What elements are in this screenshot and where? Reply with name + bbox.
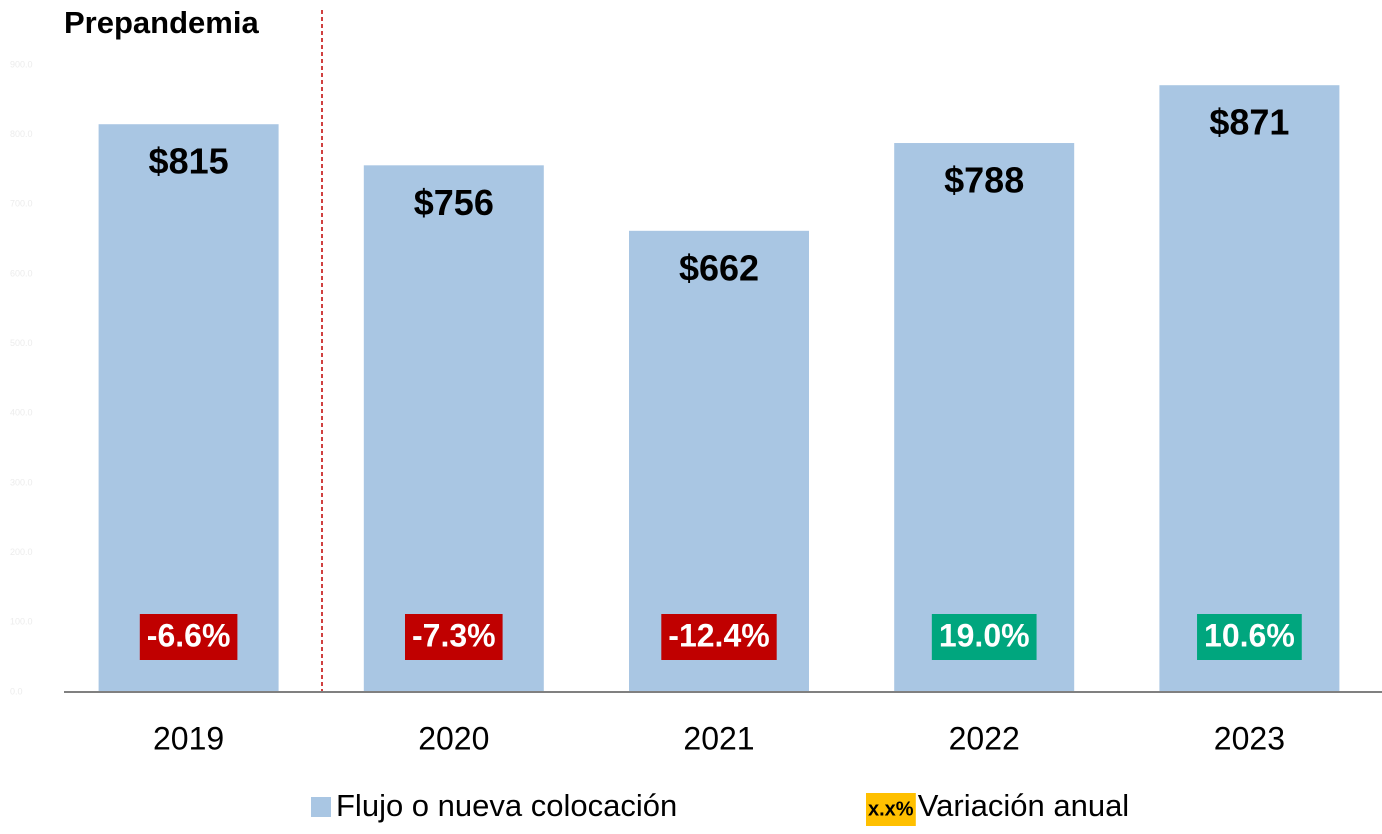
y-tick-label: 900.0	[10, 59, 33, 69]
x-tick-label: 2023	[1214, 720, 1285, 756]
bar	[363, 165, 544, 692]
variation-box	[405, 614, 503, 660]
variation-label: 10.6%	[1204, 617, 1295, 653]
bar	[1159, 85, 1340, 693]
value-label: $662	[679, 247, 759, 288]
y-tick-label: 500.0	[10, 338, 33, 348]
variation-box	[1197, 614, 1302, 660]
variation-label: -6.6%	[147, 617, 231, 653]
x-tick-label: 2022	[949, 720, 1020, 756]
legend-swatch	[311, 797, 331, 817]
legend-label: Variación anual	[918, 788, 1129, 823]
variation-label: 19.0%	[939, 617, 1030, 653]
y-tick-label: 400.0	[10, 408, 33, 418]
variation-label: -12.4%	[668, 617, 769, 653]
value-label: $788	[944, 160, 1024, 201]
y-tick-label: 0.0	[10, 686, 23, 696]
y-tick-label: 100.0	[10, 617, 33, 627]
variation-box	[661, 614, 777, 660]
variation-box	[931, 614, 1037, 660]
variation-box	[139, 614, 238, 660]
value-label: $756	[414, 182, 494, 223]
value-label: $815	[149, 141, 229, 182]
y-tick-label: 200.0	[10, 547, 33, 557]
legend-sample-box	[866, 793, 916, 826]
annotation: Prepandemia	[64, 5, 259, 40]
x-tick-label: 2020	[418, 720, 489, 756]
y-tick-label: 600.0	[10, 268, 33, 278]
legend-label: Flujo o nueva colocación	[336, 788, 677, 823]
variation-label: -7.3%	[412, 617, 496, 653]
legend-sample: x.x%	[868, 798, 914, 820]
x-tick-label: 2019	[153, 720, 224, 756]
y-tick-label: 800.0	[10, 129, 33, 139]
y-tick-label: 300.0	[10, 477, 33, 487]
value-label: $871	[1209, 102, 1289, 143]
y-tick-label: 700.0	[10, 199, 33, 209]
bar	[98, 124, 279, 692]
x-tick-label: 2021	[683, 720, 754, 756]
bar	[894, 143, 1075, 692]
